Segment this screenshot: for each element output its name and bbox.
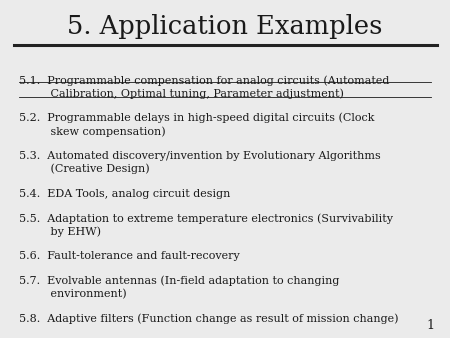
Text: 1: 1 <box>426 319 434 332</box>
Text: 5.4.  EDA Tools, analog circuit design: 5.4. EDA Tools, analog circuit design <box>19 189 230 199</box>
Text: 5.3.  Automated discovery/invention by Evolutionary Algorithms
         (Creativ: 5.3. Automated discovery/invention by Ev… <box>19 151 381 174</box>
Text: 5.7.  Evolvable antennas (In-field adaptation to changing
         environment): 5.7. Evolvable antennas (In-field adapta… <box>19 276 339 299</box>
Text: 5.6.  Fault-tolerance and fault-recovery: 5.6. Fault-tolerance and fault-recovery <box>19 251 240 261</box>
Text: 5.1.  Programmable compensation for analog circuits (Automated
         Calibrat: 5.1. Programmable compensation for analo… <box>19 75 389 99</box>
Text: 5.8.  Adaptive filters (Function change as result of mission change): 5.8. Adaptive filters (Function change a… <box>19 314 398 324</box>
Text: 5.2.  Programmable delays in high-speed digital circuits (Clock
         skew co: 5.2. Programmable delays in high-speed d… <box>19 113 374 137</box>
Text: 5.5.  Adaptation to extreme temperature electronics (Survivability
         by E: 5.5. Adaptation to extreme temperature e… <box>19 213 393 237</box>
Text: 5. Application Examples: 5. Application Examples <box>67 14 383 39</box>
